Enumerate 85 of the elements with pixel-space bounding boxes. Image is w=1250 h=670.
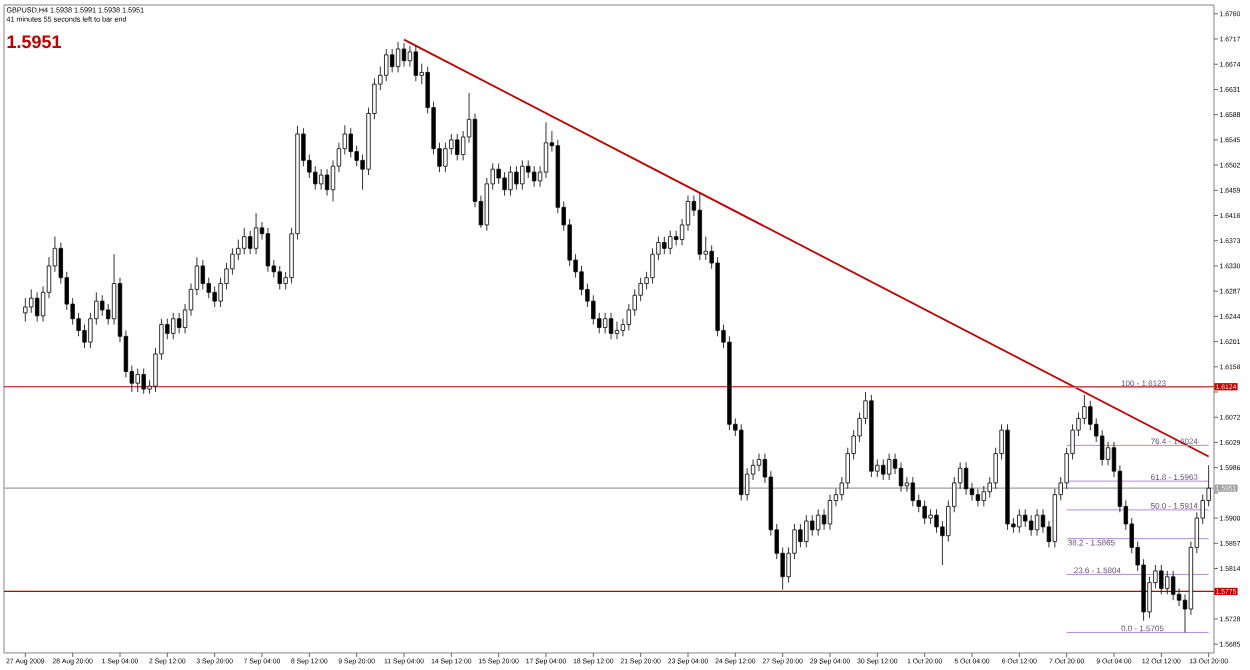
candlestick (484, 177, 489, 232)
candlestick (247, 230, 253, 255)
candlestick (141, 368, 146, 395)
candlestick (526, 160, 531, 179)
candlestick (608, 312, 614, 340)
candlestick (1088, 400, 1093, 431)
candlestick (632, 289, 637, 317)
candlestick (981, 485, 986, 507)
candlestick (348, 127, 353, 158)
candlestick (100, 294, 105, 317)
candlestick (602, 312, 608, 334)
candlestick (29, 289, 34, 314)
candlestick (1082, 394, 1087, 425)
candlestick (82, 324, 87, 349)
candlestick (1017, 508, 1022, 534)
candlestick (253, 212, 259, 255)
candlestick (176, 312, 182, 334)
candlestick (614, 321, 620, 340)
candlestick (827, 494, 833, 531)
candlestick (496, 162, 501, 185)
candlestick (798, 523, 803, 548)
candlestick (1005, 423, 1010, 531)
candlestick (685, 195, 691, 232)
candlestick (928, 508, 933, 525)
candlestick (242, 227, 247, 255)
candlestick (313, 165, 318, 191)
candlestick (815, 508, 821, 537)
candlestick (869, 394, 874, 478)
candlestick (1034, 508, 1040, 537)
candlestick (910, 476, 915, 507)
candlestick (904, 476, 910, 493)
candlestick (1170, 570, 1176, 601)
candlestick (508, 165, 513, 196)
candlestick (756, 453, 762, 472)
candlestick (697, 192, 702, 261)
candlestick (1040, 508, 1046, 534)
candlestick (591, 294, 596, 325)
candlestick (443, 142, 448, 173)
candlestick (715, 256, 720, 337)
candlestick (1159, 564, 1164, 595)
candlestick (1028, 514, 1034, 537)
candlestick (212, 286, 217, 308)
candlestick (34, 291, 40, 323)
candlestick (668, 230, 673, 255)
candlestick (543, 121, 549, 179)
candlestick (1023, 508, 1028, 528)
candlestick (1052, 488, 1057, 548)
candlestick (963, 461, 969, 496)
candlestick (23, 297, 28, 323)
candlestick (531, 165, 537, 188)
candlestick (626, 303, 631, 331)
candlestick (1105, 441, 1111, 466)
candlestick (413, 45, 418, 82)
candlestick (135, 368, 140, 393)
candlestick (277, 265, 282, 290)
candlestick (898, 461, 904, 493)
candlestick (318, 168, 324, 191)
candlestick (922, 500, 927, 525)
candlestick (265, 227, 271, 273)
candlestick (579, 265, 584, 296)
candlestick (886, 453, 892, 481)
candlestick (881, 459, 886, 481)
candlestick (727, 335, 732, 431)
annotation: 1.5951 (7, 35, 61, 49)
candlestick (384, 48, 389, 82)
candlestick (1099, 429, 1105, 466)
candlestick (739, 423, 744, 501)
candlestick (200, 259, 205, 290)
candlestick (395, 41, 401, 73)
candlestick (230, 247, 235, 276)
candlestick (804, 514, 809, 548)
candlestick (389, 48, 395, 73)
candlestick (401, 42, 407, 67)
candlestick (975, 488, 981, 507)
candlestick (821, 508, 827, 531)
candlestick (810, 514, 815, 537)
candlestick (514, 165, 519, 191)
candlestick (673, 230, 679, 246)
candlestick (171, 312, 176, 340)
candlestick (502, 171, 507, 196)
candlestick (324, 168, 330, 196)
candlestick (455, 133, 460, 161)
candlestick (520, 160, 525, 191)
candlestick (662, 236, 667, 255)
candlestick (1165, 570, 1170, 595)
